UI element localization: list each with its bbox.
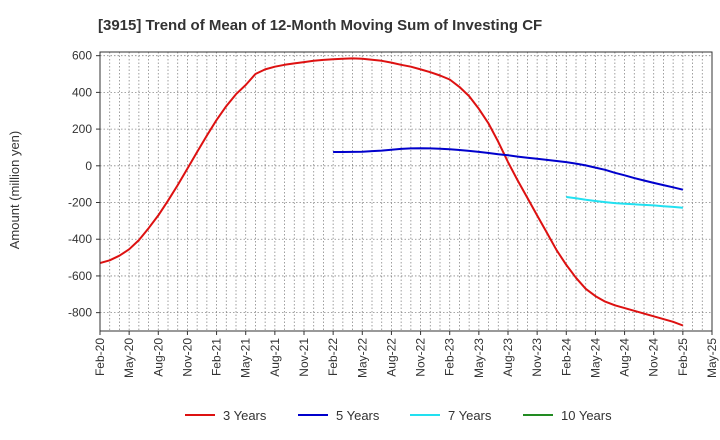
y-tick-label: 200 [72, 122, 92, 136]
x-axis: Feb-20 May-20 Aug-20 Nov-20 Feb-21 May-21 Aug-… [93, 331, 719, 378]
x-tick-label: Aug-24 [618, 338, 632, 377]
x-tick-label: May-25 [705, 338, 719, 378]
x-tick-label: May-23 [472, 338, 486, 378]
x-tick-label: May-24 [588, 338, 602, 378]
series-lines [99, 57, 684, 327]
plot-area [100, 52, 712, 331]
series-line-7-years [566, 196, 683, 209]
x-tick-label: Aug-23 [501, 338, 515, 377]
x-tick-label: Nov-20 [180, 338, 194, 377]
legend-label: 5 Years [336, 408, 380, 423]
x-tick-label: Nov-23 [530, 338, 544, 377]
x-tick-label: Nov-22 [414, 338, 428, 377]
x-tick-label: May-21 [239, 338, 253, 378]
x-tick-label: Feb-25 [676, 338, 690, 376]
gridlines [99, 52, 713, 331]
y-axis-label: Amount (million yen) [7, 131, 22, 250]
chart-title: [3915] Trend of Mean of 12-Month Moving … [98, 17, 542, 34]
y-tick-label: -600 [68, 269, 92, 283]
x-tick-label: Feb-22 [326, 338, 340, 376]
x-tick-label: Nov-24 [647, 338, 661, 377]
x-tick-label: Feb-24 [559, 338, 573, 376]
series-line-3-years [99, 57, 684, 327]
x-tick-label: Nov-21 [297, 338, 311, 377]
legend-label: 3 Years [223, 408, 267, 423]
x-tick-label: May-22 [355, 338, 369, 378]
legend-label: 10 Years [561, 408, 612, 423]
legend-label: 7 Years [448, 408, 492, 423]
y-tick-label: 400 [72, 85, 92, 99]
x-tick-label: Feb-23 [443, 338, 457, 376]
x-tick-label: May-20 [122, 338, 136, 378]
y-axis: 600 400 200 0 -200 -400 -600 -800 [68, 49, 100, 320]
y-tick-label: 0 [85, 159, 92, 173]
x-tick-label: Aug-20 [151, 338, 165, 377]
y-tick-label: -400 [68, 232, 92, 246]
x-tick-label: Feb-21 [210, 338, 224, 376]
x-tick-label: Aug-21 [268, 338, 282, 377]
plot-frame [99, 51, 713, 332]
y-tick-label: -200 [68, 196, 92, 210]
series-line-5-years [333, 147, 684, 191]
legend: 3 Years 5 Years 7 Years 10 Years [185, 408, 612, 423]
y-tick-label: -800 [68, 306, 92, 320]
y-tick-label: 600 [72, 49, 92, 63]
x-tick-label: Feb-20 [93, 338, 107, 376]
x-tick-label: Aug-22 [384, 338, 398, 377]
